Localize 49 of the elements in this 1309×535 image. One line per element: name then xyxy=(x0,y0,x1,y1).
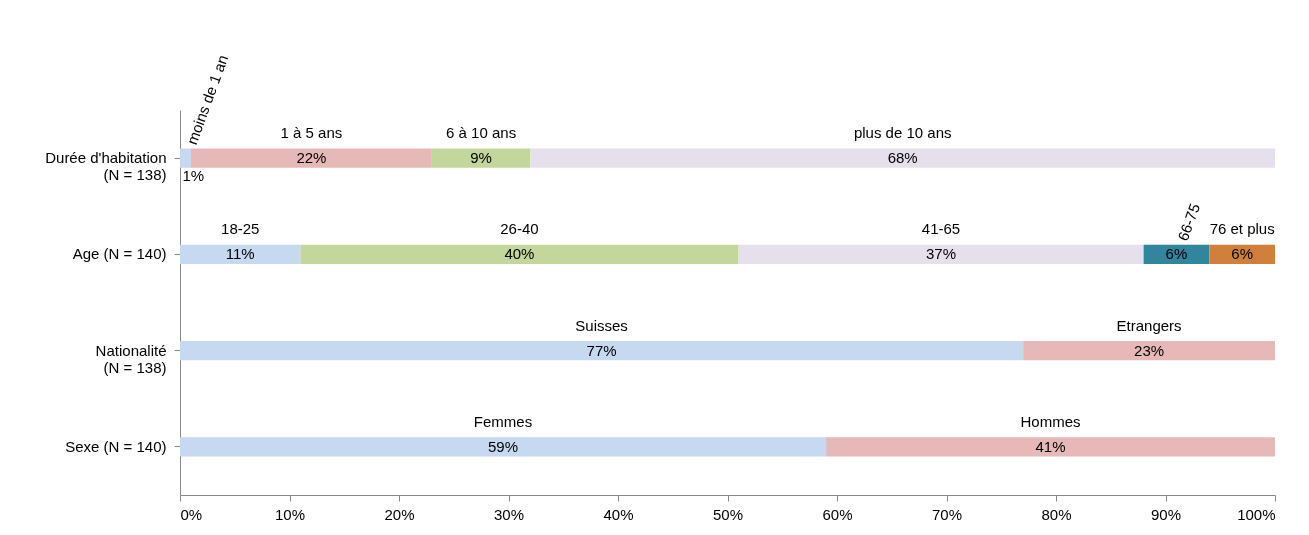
annotation: Etrangers xyxy=(1116,316,1182,334)
data-label: 77% xyxy=(586,341,617,359)
data-label: 68% xyxy=(887,149,918,167)
bar xyxy=(180,437,827,457)
data-label: 22% xyxy=(296,149,327,167)
y-tick-label: Sexe (N = 140) xyxy=(65,437,167,455)
x-tick-label: 0% xyxy=(180,505,203,523)
data-label: 23% xyxy=(1134,341,1165,359)
bar xyxy=(180,148,191,168)
x-tick-label: 30% xyxy=(493,505,525,523)
annotation: 26-40 xyxy=(500,220,539,238)
x-tick-label: 60% xyxy=(822,505,853,523)
x-tick-label: 20% xyxy=(384,505,415,523)
data-label: 11% xyxy=(225,245,255,263)
x-tick-label: 40% xyxy=(603,505,634,523)
y-tick-label: Nationalité (N = 138) xyxy=(95,341,167,376)
bar xyxy=(180,341,1024,361)
annotation: 18-25 xyxy=(221,220,260,238)
x-tick-label: 90% xyxy=(1150,505,1182,523)
annotation: Femmes xyxy=(473,412,533,430)
annotation: 76 et plus xyxy=(1209,220,1275,238)
bar xyxy=(180,244,301,264)
annotation: 41-65 xyxy=(921,220,961,238)
x-tick-label: 10% xyxy=(274,505,306,523)
bar xyxy=(431,148,531,168)
data-label: 6% xyxy=(1165,245,1188,263)
bar xyxy=(1023,341,1275,361)
x-tick-label: 80% xyxy=(1041,505,1072,523)
data-label: 9% xyxy=(470,149,492,167)
data-label: 40% xyxy=(504,245,535,263)
annotation: Hommes xyxy=(1020,412,1081,430)
annotation: plus de 10 ans xyxy=(853,124,952,142)
annotation: moins de 1 an xyxy=(183,52,232,147)
annotation: 1 à 5 ans xyxy=(280,124,343,142)
annotation: Suisses xyxy=(575,316,628,334)
data-label: 41% xyxy=(1035,437,1066,455)
x-tick-label: 100% xyxy=(1237,505,1276,523)
y-tick-label: Age (N = 140) xyxy=(72,245,167,263)
bar xyxy=(190,148,432,168)
data-label: 6% xyxy=(1231,245,1253,263)
y-tick-label: Durée d'habitation (N = 138) xyxy=(45,149,167,184)
data-label: 1% xyxy=(182,167,205,185)
annotation: 6 à 10 ans xyxy=(446,124,517,142)
data-label: 59% xyxy=(488,437,519,455)
x-tick-label: 70% xyxy=(931,505,963,523)
annotation: 66-75 xyxy=(1173,201,1204,244)
data-label: 37% xyxy=(926,245,957,263)
x-tick-label: 50% xyxy=(712,505,744,523)
bar xyxy=(826,437,1275,457)
